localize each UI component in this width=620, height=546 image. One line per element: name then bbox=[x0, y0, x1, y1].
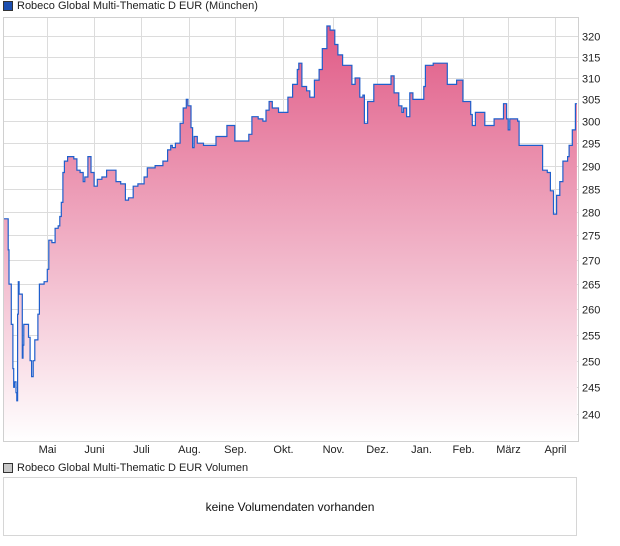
price-area bbox=[3, 26, 577, 442]
y-tick-label: 250 bbox=[582, 357, 600, 369]
y-axis: 240 245 250 255 260 265 270 275 280 285 290 295 300 3… bbox=[582, 32, 600, 422]
x-tick-label: Mai bbox=[39, 444, 57, 456]
price-legend-label: Robeco Global Multi-Thematic D EUR (Münc… bbox=[17, 0, 258, 12]
y-tick-label: 270 bbox=[582, 256, 600, 268]
y-tick-label: 320 bbox=[582, 32, 600, 44]
x-tick-label: Okt. bbox=[273, 444, 293, 456]
x-tick-label: Juni bbox=[84, 444, 104, 456]
y-tick-label: 285 bbox=[582, 185, 600, 197]
price-legend-swatch bbox=[3, 1, 13, 11]
y-tick-label: 255 bbox=[582, 331, 600, 343]
volume-panel: keine Volumendaten vorhanden bbox=[3, 477, 577, 536]
y-tick-label: 310 bbox=[582, 74, 600, 86]
volume-legend: Robeco Global Multi-Thematic D EUR Volum… bbox=[3, 462, 248, 474]
y-tick-label: 245 bbox=[582, 383, 600, 395]
price-legend: Robeco Global Multi-Thematic D EUR (Münc… bbox=[3, 0, 258, 12]
x-tick-label: Juli bbox=[133, 444, 150, 456]
y-tick-label: 260 bbox=[582, 305, 600, 317]
x-axis: Mai Juni Juli Aug. Sep. Okt. Nov. Dez. Jan. Feb. M… bbox=[39, 444, 567, 456]
volume-legend-swatch bbox=[3, 463, 13, 473]
y-tick-label: 290 bbox=[582, 162, 600, 174]
volume-legend-label: Robeco Global Multi-Thematic D EUR Volum… bbox=[17, 462, 249, 474]
y-tick-label: 300 bbox=[582, 117, 600, 129]
y-tick-label: 280 bbox=[582, 208, 600, 220]
no-volume-message: keine Volumendaten vorhanden bbox=[205, 499, 375, 514]
y-tick-label: 295 bbox=[582, 139, 600, 151]
plot-border bbox=[3, 17, 579, 442]
price-chart: 240 245 250 255 260 265 270 275 280 285 290 295 300 3… bbox=[3, 17, 600, 456]
x-tick-label: Aug. bbox=[178, 444, 201, 456]
x-tick-label: April bbox=[544, 444, 566, 456]
x-tick-label: Nov. bbox=[323, 444, 345, 456]
x-tick-label: März bbox=[496, 444, 520, 456]
x-tick-label: Jan. bbox=[411, 444, 432, 456]
x-tick-label: Sep. bbox=[224, 444, 247, 456]
y-tick-label: 305 bbox=[582, 95, 600, 107]
x-tick-label: Dez. bbox=[366, 444, 389, 456]
y-tick-label: 315 bbox=[582, 53, 600, 65]
price-line bbox=[3, 25, 577, 402]
y-tick-label: 240 bbox=[582, 410, 600, 422]
y-tick-label: 275 bbox=[582, 231, 600, 243]
y-tick-label: 265 bbox=[582, 280, 600, 292]
x-tick-label: Feb. bbox=[452, 444, 474, 456]
